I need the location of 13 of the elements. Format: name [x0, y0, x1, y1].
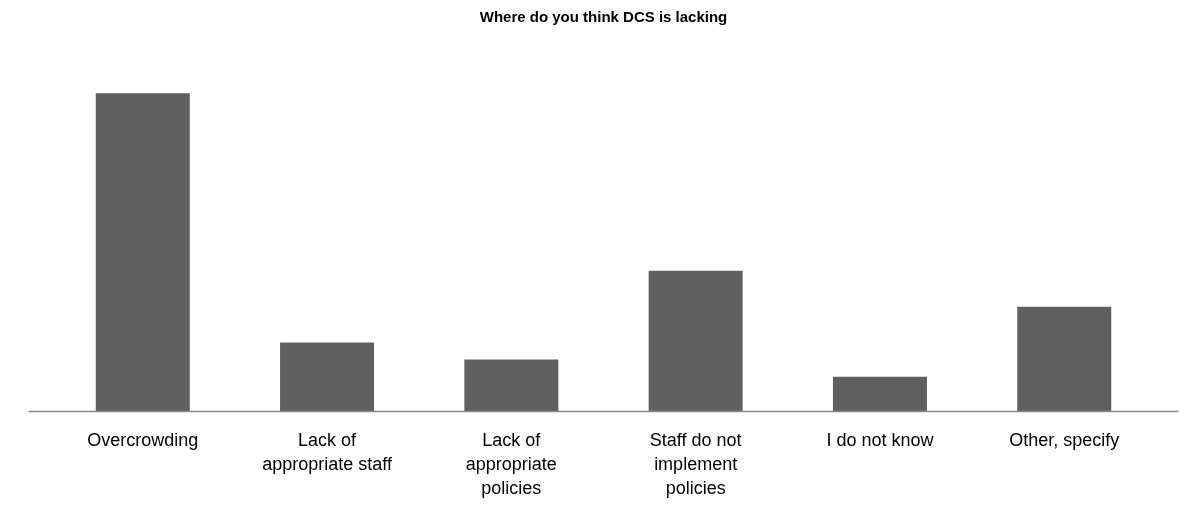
bar: [1017, 306, 1112, 412]
bar: [464, 359, 559, 412]
bar: [832, 376, 927, 412]
bar: [280, 342, 375, 412]
chart-title: Where do you think DCS is lacking: [479, 7, 728, 25]
x-tick-label: Overcrowding: [87, 429, 199, 450]
x-tick-label: Lack of appropriate policies: [465, 429, 557, 498]
x-tick-label: Staff do not implement policies: [649, 429, 742, 498]
bar: [95, 93, 190, 412]
x-tick-label: I do not know: [826, 429, 935, 450]
x-tick-label: Lack of appropriate staff: [262, 429, 393, 474]
x-tick-label: Other, specify: [1009, 429, 1120, 450]
bar: [648, 270, 743, 412]
